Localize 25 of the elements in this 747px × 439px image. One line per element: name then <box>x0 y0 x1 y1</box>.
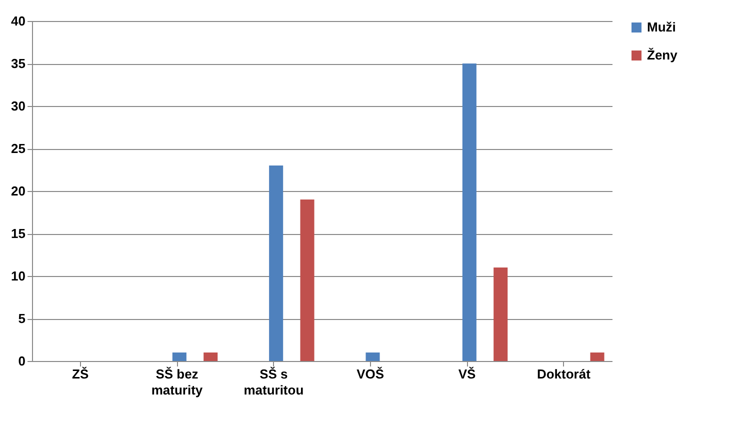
legend-label: Ženy <box>647 48 678 62</box>
bar <box>172 352 186 361</box>
y-tick-label: 35 <box>11 56 26 71</box>
y-tick-label: 0 <box>18 354 26 368</box>
bar <box>494 268 508 361</box>
x-tick-label: Doktorát <box>536 366 592 382</box>
bar <box>366 352 380 361</box>
y-tick-label: 25 <box>11 141 26 156</box>
bar <box>269 166 284 361</box>
x-tick-label: VŠ <box>458 366 476 382</box>
bar <box>204 352 218 361</box>
x-tick-label: SŠ s maturitou <box>244 366 304 398</box>
y-tick-label: 30 <box>11 98 26 114</box>
x-tick-label: VOŠ <box>356 366 384 382</box>
bar <box>300 200 314 361</box>
y-tick-label: 15 <box>11 226 26 241</box>
x-tick-label: ZŠ <box>72 366 89 382</box>
legend-label: Muži <box>647 20 676 34</box>
y-tick-label: 10 <box>11 268 26 284</box>
bar <box>462 64 476 361</box>
y-tick-label: 5 <box>18 311 26 326</box>
x-tick-label: SŠ bez maturity <box>151 366 204 398</box>
bar <box>590 352 604 361</box>
y-tick-label: 40 <box>11 14 26 28</box>
y-tick-label: 20 <box>11 184 26 198</box>
